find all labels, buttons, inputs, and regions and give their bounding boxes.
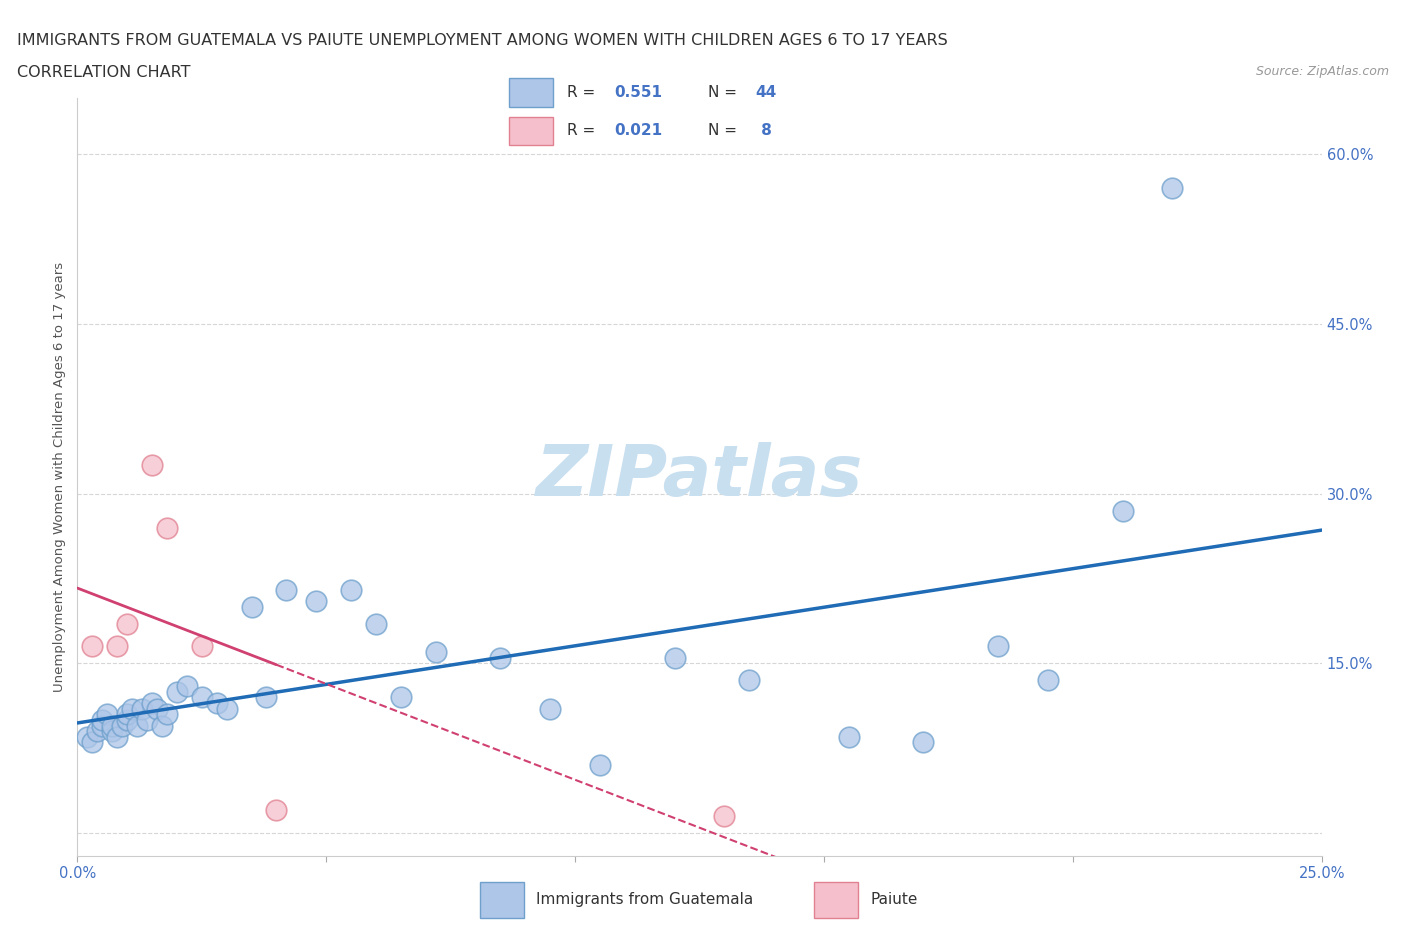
- Point: [176, 679, 198, 694]
- Point: [538, 701, 561, 716]
- Point: [425, 644, 447, 659]
- Point: [156, 520, 179, 535]
- Point: [838, 729, 860, 744]
- Point: [738, 672, 761, 687]
- Point: [111, 718, 134, 733]
- Point: [125, 718, 148, 733]
- Text: IMMIGRANTS FROM GUATEMALA VS PAIUTE UNEMPLOYMENT AMONG WOMEN WITH CHILDREN AGES : IMMIGRANTS FROM GUATEMALA VS PAIUTE UNEM…: [17, 33, 948, 47]
- Point: [266, 803, 288, 817]
- Point: [141, 458, 163, 472]
- Point: [156, 707, 179, 722]
- Point: [150, 718, 173, 733]
- Text: 44: 44: [755, 85, 778, 100]
- Point: [1111, 503, 1133, 518]
- Point: [340, 582, 363, 597]
- Point: [205, 696, 228, 711]
- Point: [146, 701, 169, 716]
- Text: 8: 8: [755, 124, 772, 139]
- Point: [240, 599, 263, 614]
- Point: [389, 690, 412, 705]
- Point: [91, 718, 114, 733]
- Bar: [509, 78, 553, 107]
- Text: Paiute: Paiute: [870, 892, 917, 908]
- Point: [191, 639, 214, 654]
- Point: [1036, 672, 1059, 687]
- Point: [121, 701, 143, 716]
- Point: [86, 724, 108, 738]
- Point: [713, 808, 735, 823]
- Point: [489, 650, 512, 665]
- Point: [82, 639, 104, 654]
- Point: [101, 718, 124, 733]
- Text: Source: ZipAtlas.com: Source: ZipAtlas.com: [1256, 65, 1389, 78]
- Point: [105, 639, 128, 654]
- Y-axis label: Unemployment Among Women with Children Ages 6 to 17 years: Unemployment Among Women with Children A…: [53, 261, 66, 692]
- Point: [912, 735, 935, 750]
- Point: [105, 729, 128, 744]
- Point: [115, 707, 138, 722]
- Bar: [481, 882, 523, 918]
- Point: [136, 712, 159, 727]
- Point: [96, 707, 118, 722]
- Text: ZIPatlas: ZIPatlas: [536, 442, 863, 512]
- Point: [256, 690, 278, 705]
- Point: [215, 701, 238, 716]
- Point: [101, 724, 124, 738]
- Point: [115, 617, 138, 631]
- Text: R =: R =: [567, 85, 600, 100]
- Bar: [814, 882, 858, 918]
- Point: [1161, 180, 1184, 195]
- Point: [987, 639, 1010, 654]
- Bar: [509, 116, 553, 145]
- Text: N =: N =: [709, 124, 742, 139]
- Point: [364, 617, 387, 631]
- Point: [141, 696, 163, 711]
- Point: [166, 684, 188, 699]
- Text: 0.021: 0.021: [614, 124, 662, 139]
- Point: [131, 701, 153, 716]
- Text: Immigrants from Guatemala: Immigrants from Guatemala: [536, 892, 754, 908]
- Point: [82, 735, 104, 750]
- Point: [91, 712, 114, 727]
- Text: 0.551: 0.551: [614, 85, 662, 100]
- Point: [115, 712, 138, 727]
- Text: R =: R =: [567, 124, 600, 139]
- Text: N =: N =: [709, 85, 742, 100]
- Text: CORRELATION CHART: CORRELATION CHART: [17, 65, 190, 80]
- Point: [589, 758, 612, 773]
- Point: [664, 650, 686, 665]
- Point: [76, 729, 98, 744]
- Point: [191, 690, 214, 705]
- Point: [276, 582, 298, 597]
- Point: [305, 593, 328, 608]
